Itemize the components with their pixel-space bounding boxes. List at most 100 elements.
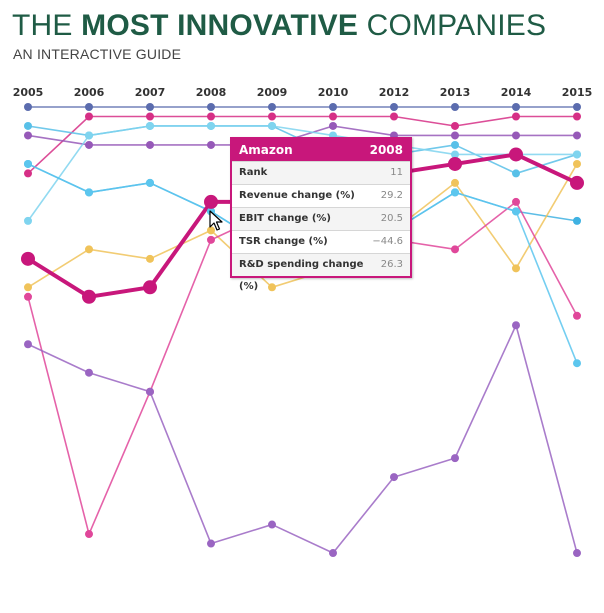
data-point[interactable] [573, 311, 581, 320]
data-point[interactable] [512, 169, 520, 178]
highlighted-data-point[interactable] [204, 194, 218, 209]
data-point[interactable] [146, 112, 154, 121]
highlighted-data-point[interactable] [82, 289, 96, 304]
data-point[interactable] [573, 150, 581, 159]
data-point[interactable] [24, 340, 32, 349]
data-point[interactable] [146, 121, 154, 130]
data-point[interactable] [451, 131, 459, 140]
data-point[interactable] [451, 121, 459, 130]
series-line[interactable] [27, 324, 578, 554]
tooltip-row-value: 26.3 [380, 259, 403, 270]
tooltip-row-label: R&D spending change (%) [239, 259, 364, 292]
title-suffix: COMPANIES [358, 9, 547, 42]
data-point[interactable] [512, 264, 520, 273]
tooltip-row-label: Revenue change (%) [239, 190, 355, 201]
highlighted-data-point[interactable] [509, 147, 523, 162]
data-point[interactable] [85, 245, 93, 254]
data-point[interactable] [268, 103, 276, 111]
tooltip-row: Rank 11 [232, 161, 410, 184]
data-point[interactable] [451, 103, 459, 111]
data-point[interactable] [85, 140, 93, 149]
data-point[interactable] [451, 150, 459, 159]
data-point[interactable] [207, 121, 215, 130]
data-point[interactable] [390, 473, 398, 482]
data-point[interactable] [573, 112, 581, 121]
year-tick-label: 2015 [562, 86, 593, 99]
year-axis-labels: 2005 2006 2007 2008 2009 2010 2012 2013 2014 2015 [13, 86, 593, 99]
data-point[interactable] [24, 283, 32, 292]
year-tick-label: 2010 [318, 86, 349, 99]
data-point[interactable] [573, 216, 581, 225]
data-point[interactable] [268, 121, 276, 130]
data-point[interactable] [329, 549, 337, 558]
data-point[interactable] [24, 292, 32, 301]
series-line[interactable] [27, 125, 577, 146]
data-point[interactable] [512, 112, 520, 121]
data-point[interactable] [207, 539, 215, 548]
data-point[interactable] [24, 169, 32, 178]
tooltip-header: Amazon 2008 [232, 139, 410, 161]
data-point[interactable] [329, 121, 337, 130]
highlighted-data-point[interactable] [448, 156, 462, 171]
tooltip-row: R&D spending change (%) 26.3 [232, 253, 410, 292]
data-point[interactable] [390, 103, 398, 111]
highlighted-data-point[interactable] [21, 251, 35, 266]
year-tick-label: 2007 [135, 86, 166, 99]
data-point[interactable] [329, 103, 337, 111]
data-point[interactable] [146, 178, 154, 187]
title-emphasis: MOST INNOVATIVE [81, 9, 359, 42]
data-point[interactable] [24, 159, 32, 168]
data-point[interactable] [573, 159, 581, 168]
year-tick-label: 2006 [74, 86, 105, 99]
data-point[interactable] [451, 188, 459, 197]
data-point[interactable] [85, 188, 93, 197]
data-point[interactable] [512, 321, 520, 330]
data-point[interactable] [573, 549, 581, 558]
data-point[interactable] [85, 112, 93, 121]
data-point[interactable] [451, 178, 459, 187]
data-point[interactable] [573, 131, 581, 140]
data-point[interactable] [85, 530, 93, 539]
data-point[interactable] [24, 131, 32, 140]
data-point[interactable] [512, 131, 520, 140]
data-point[interactable] [85, 368, 93, 377]
series-line[interactable] [27, 115, 577, 175]
data-point[interactable] [85, 131, 93, 140]
data-point[interactable] [207, 235, 215, 244]
year-tick-label: 2009 [257, 86, 288, 99]
data-point[interactable] [207, 103, 215, 111]
highlighted-data-point[interactable] [143, 280, 157, 295]
data-point[interactable] [207, 226, 215, 235]
data-point[interactable] [573, 103, 581, 111]
data-point[interactable] [207, 112, 215, 121]
data-point[interactable] [390, 112, 398, 121]
data-point[interactable] [146, 254, 154, 263]
year-tick-label: 2014 [501, 86, 532, 99]
highlighted-data-point[interactable] [570, 175, 584, 190]
data-point[interactable] [451, 140, 459, 149]
data-point[interactable] [146, 103, 154, 111]
data-point[interactable] [268, 283, 276, 292]
data-point[interactable] [146, 140, 154, 149]
tooltip-year: 2008 [369, 143, 403, 157]
tooltip-row-value: −44.6 [372, 236, 403, 247]
data-point[interactable] [146, 387, 154, 396]
data-point[interactable] [451, 454, 459, 463]
data-point[interactable] [329, 112, 337, 121]
data-point[interactable] [85, 103, 93, 111]
series-line[interactable] [27, 125, 577, 222]
page-subtitle: AN INTERACTIVE GUIDE [13, 46, 182, 62]
year-tick-label: 2013 [440, 86, 471, 99]
data-point[interactable] [268, 520, 276, 529]
data-point[interactable] [451, 245, 459, 254]
data-point[interactable] [512, 207, 520, 216]
data-point[interactable] [207, 140, 215, 149]
data-point[interactable] [512, 103, 520, 111]
data-point[interactable] [268, 112, 276, 121]
data-point[interactable] [24, 103, 32, 111]
data-point[interactable] [573, 359, 581, 368]
data-point[interactable] [24, 216, 32, 225]
data-point[interactable] [512, 197, 520, 206]
data-point[interactable] [24, 121, 32, 130]
